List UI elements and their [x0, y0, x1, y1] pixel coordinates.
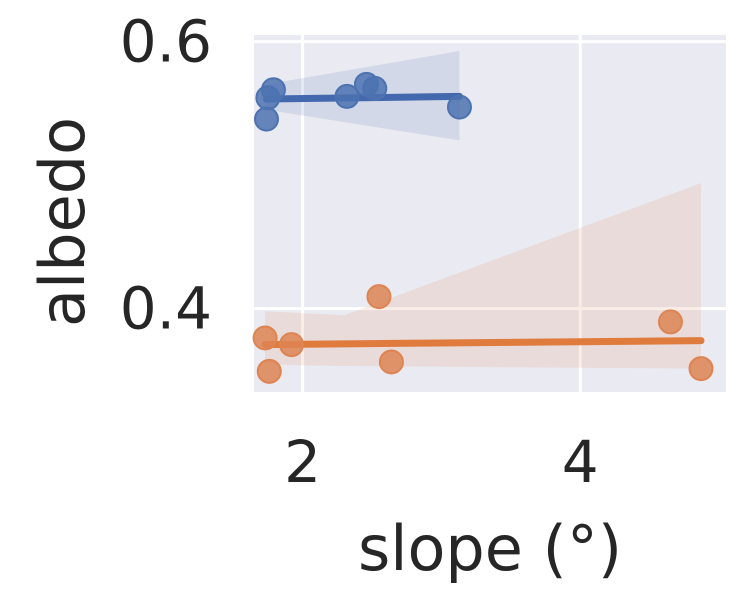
confidence-band-1	[265, 183, 702, 369]
data-point-1-0	[252, 325, 278, 351]
y-tick-label-1: 0.6	[120, 8, 212, 76]
data-point-1-5	[657, 309, 683, 335]
data-point-1-6	[688, 356, 714, 382]
regression-line-0	[262, 92, 463, 103]
regression-lines	[261, 92, 705, 349]
plot-area	[254, 35, 726, 392]
data-point-0-1	[253, 106, 279, 132]
data-point-1-2	[278, 332, 304, 358]
tick-labels: 2 4 0.4 0.6	[120, 8, 599, 496]
data-point-0-6	[446, 94, 472, 120]
data-points	[252, 71, 714, 384]
y-axis-label: albedo	[26, 117, 99, 327]
gridlines	[254, 35, 726, 392]
data-point-0-2	[260, 77, 286, 103]
data-point-1-1	[256, 358, 282, 384]
x-tick-label-0: 2	[284, 428, 321, 496]
x-axis-label: slope (°)	[358, 512, 622, 585]
data-point-1-4	[378, 349, 404, 375]
data-point-0-3	[334, 83, 360, 109]
y-tick-label-0: 0.4	[120, 275, 212, 343]
regression-line-1	[261, 337, 705, 349]
data-point-0-5	[362, 75, 388, 101]
x-tick-label-1: 4	[562, 428, 599, 496]
data-point-1-3	[366, 284, 392, 310]
